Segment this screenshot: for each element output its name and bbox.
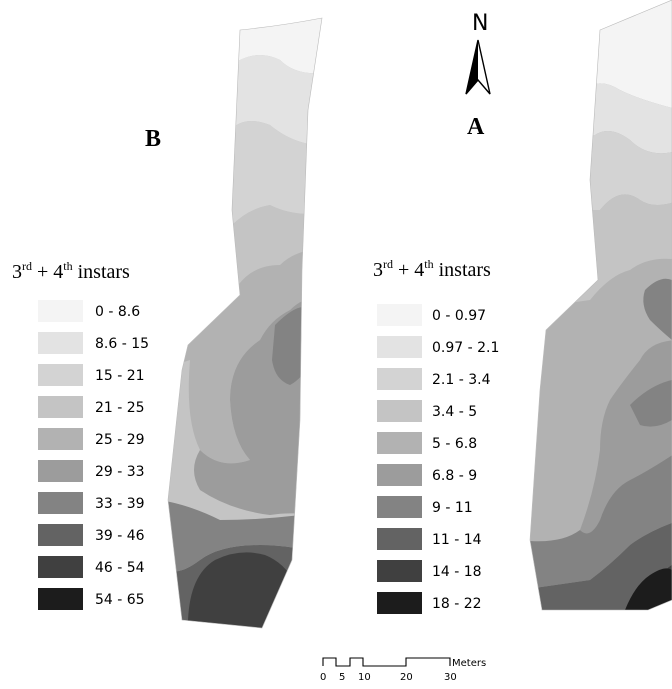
legend-range-label: 9 - 11: [432, 500, 473, 516]
legend-swatch: [377, 400, 422, 422]
scale-tick-label: 5: [339, 672, 345, 683]
legend-range-label: 6.8 - 9: [432, 468, 477, 484]
legend-range-label: 14 - 18: [432, 564, 482, 580]
legend-range-label: 29 - 33: [95, 464, 145, 480]
legend-b-items: 0 - 8.6 8.6 - 15 15 - 21 21 - 25 25 - 29 29 -…: [38, 300, 149, 610]
scale-bar: Meters 0 5 10 20 30: [320, 657, 486, 683]
legend-swatch: [38, 300, 83, 322]
legend-range-label: 8.6 - 15: [95, 336, 149, 352]
legend-swatch: [38, 588, 83, 610]
legend-range-label: 54 - 65: [95, 592, 145, 608]
scale-bar-unit: Meters: [452, 658, 486, 669]
legend-swatch: [38, 460, 83, 482]
legend-swatch: [377, 560, 422, 582]
legend-swatch: [377, 368, 422, 390]
legend-range-label: 39 - 46: [95, 528, 145, 544]
legend-range-label: 0 - 0.97: [432, 308, 486, 324]
legend-range-label: 21 - 25: [95, 400, 145, 416]
legend-swatch: [377, 528, 422, 550]
legend-swatch: [38, 492, 83, 514]
legend-range-label: 2.1 - 3.4: [432, 372, 491, 388]
legend-b: 3rd + 4th instars 0 - 8.6 8.6 - 15 15 - 21…: [12, 259, 149, 610]
north-label: N: [472, 11, 488, 36]
scale-tick-label: 20: [400, 672, 413, 683]
legend-range-label: 11 - 14: [432, 532, 482, 548]
legend-range-label: 18 - 22: [432, 596, 482, 612]
map-b-outline: [167, 17, 323, 629]
map-a-outline: [529, 0, 672, 611]
legend-range-label: 46 - 54: [95, 560, 145, 576]
legend-range-label: 0.97 - 2.1: [432, 340, 499, 356]
scale-tick-label: 10: [358, 672, 371, 683]
legend-range-label: 5 - 6.8: [432, 436, 477, 452]
scale-tick-label: 30: [444, 672, 457, 683]
legend-swatch: [38, 556, 83, 578]
legend-a: 3rd + 4th instars 0 - 0.97 0.97 - 2.1 2.1 …: [373, 257, 499, 614]
legend-swatch: [377, 592, 422, 614]
scale-bar-line: [322, 657, 451, 667]
legend-title-b: 3rd + 4th instars: [12, 259, 130, 283]
panel-label-b: B: [145, 126, 161, 152]
legend-swatch: [38, 332, 83, 354]
legend-a-items: 0 - 0.97 0.97 - 2.1 2.1 - 3.4 3.4 - 5 5 - 6.…: [377, 304, 499, 614]
legend-title-a: 3rd + 4th instars: [373, 257, 491, 281]
legend-swatch: [377, 464, 422, 486]
legend-range-label: 25 - 29: [95, 432, 145, 448]
legend-swatch: [38, 428, 83, 450]
legend-swatch: [377, 304, 422, 326]
legend-range-label: 3.4 - 5: [432, 404, 477, 420]
legend-swatch: [38, 364, 83, 386]
map-b: [168, 18, 322, 628]
legend-range-label: 0 - 8.6: [95, 304, 140, 320]
legend-swatch: [377, 336, 422, 358]
legend-swatch: [377, 432, 422, 454]
legend-swatch: [38, 524, 83, 546]
legend-range-label: 33 - 39: [95, 496, 145, 512]
scale-tick-label: 0: [320, 672, 326, 683]
legend-swatch: [377, 496, 422, 518]
north-arrow: N: [465, 11, 491, 95]
legend-swatch: [38, 396, 83, 418]
legend-range-label: 15 - 21: [95, 368, 145, 384]
panel-label-a: A: [467, 114, 485, 140]
